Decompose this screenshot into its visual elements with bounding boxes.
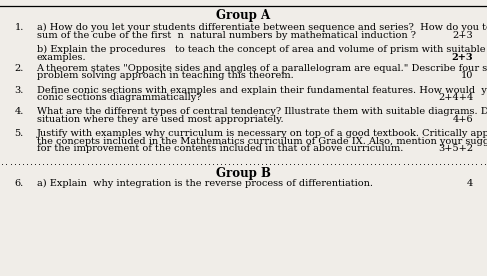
Text: 4.: 4. [15,107,24,116]
Text: 6.: 6. [15,179,24,188]
Text: problem solving approach in teaching this theorem.: problem solving approach in teaching thi… [37,71,293,80]
Text: b) Explain the procedures   to teach the concept of area and volume of prism wit: b) Explain the procedures to teach the c… [37,45,485,54]
Text: 2.: 2. [15,64,24,73]
Text: Group B: Group B [216,167,271,180]
Text: a) Explain  why integration is the reverse process of differentiation.: a) Explain why integration is the revers… [37,179,373,188]
Text: situation where they are used most appropriately.: situation where they are used most appro… [37,115,283,124]
Text: 4: 4 [467,179,473,188]
Text: conic sections diagrammatically?: conic sections diagrammatically? [37,94,201,102]
Text: 3.: 3. [15,86,24,95]
Text: Group A: Group A [216,9,271,22]
Text: What are the different types of central tendency? Illustrate them with suitable : What are the different types of central … [37,107,487,116]
Text: 1.: 1. [15,23,24,32]
Text: 2+3: 2+3 [452,53,473,62]
Text: 5.: 5. [15,129,24,138]
Text: 3+5+2: 3+5+2 [438,144,473,153]
Text: 10: 10 [461,71,473,80]
Text: sum of the cube of the first  ​n​  natural numbers by mathematical induction ?: sum of the cube of the first ​n​ natural… [37,31,415,40]
Text: Justify with examples why curriculum is necessary on top of a good textbook. Cri: Justify with examples why curriculum is … [37,129,487,138]
Text: a) How do you let your students differentiate between sequence and series?  How : a) How do you let your students differen… [37,23,487,32]
Text: 2+3: 2+3 [452,31,473,40]
Text: A theorem states "Opposite sides and angles of a parallelogram are equal." Descr: A theorem states "Opposite sides and ang… [37,64,487,73]
Text: 4+6: 4+6 [453,115,473,124]
Text: the concepts included in the Mathematics curriculum of Grade IX. Also, mention y: the concepts included in the Mathematics… [37,137,487,146]
Text: 2+4+4: 2+4+4 [438,94,473,102]
Text: for the improvement of the contents included in that of above curriculum.: for the improvement of the contents incl… [37,144,403,153]
Text: examples.: examples. [37,53,86,62]
Text: Define conic sections with examples and explain their fundamental features. How : Define conic sections with examples and … [37,86,487,95]
